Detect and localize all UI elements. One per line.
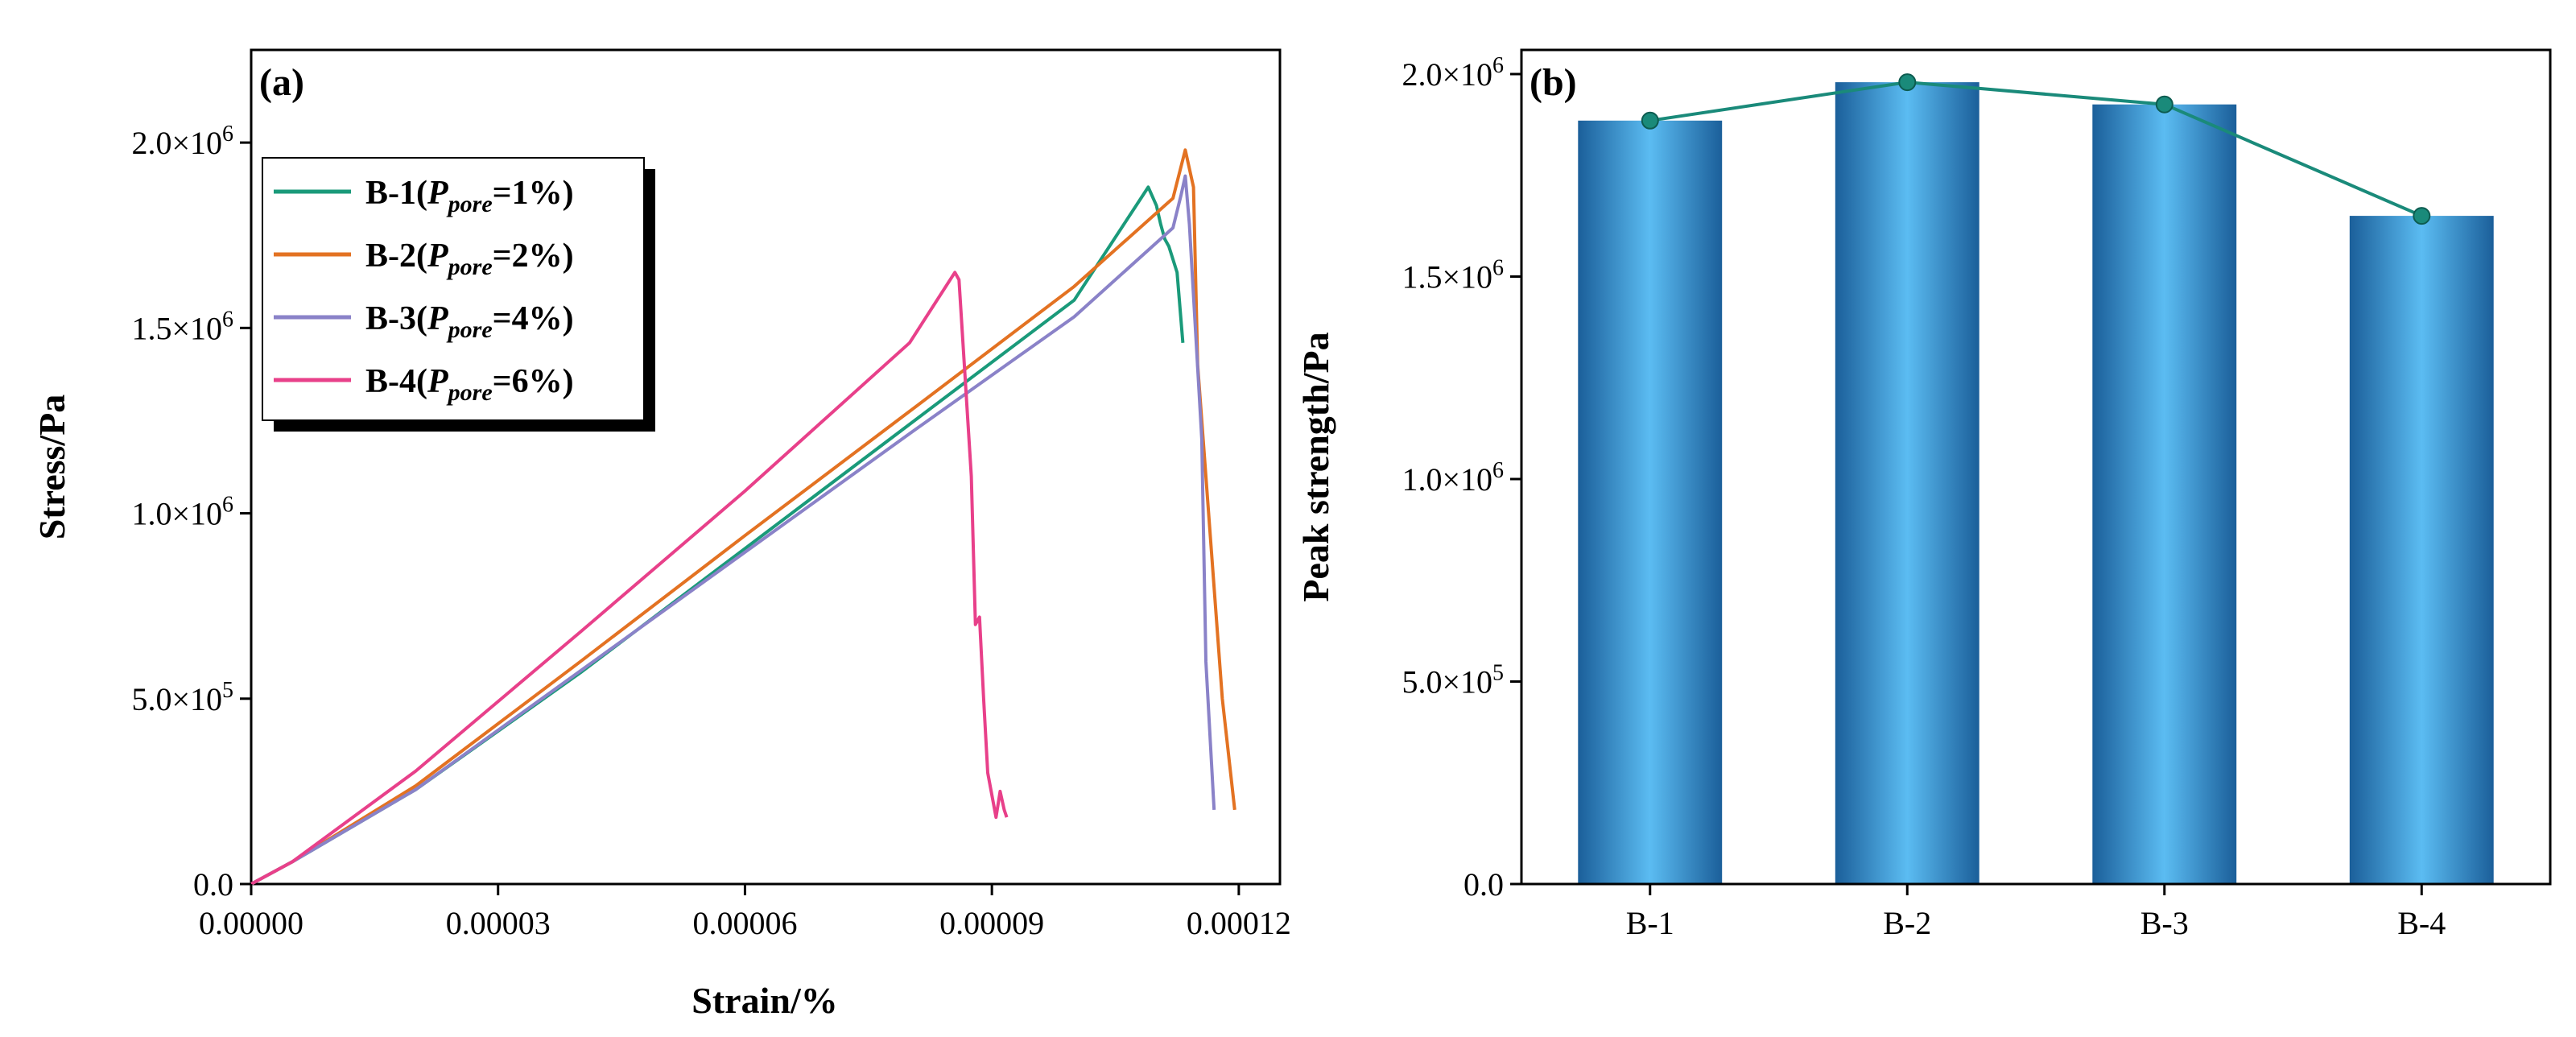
panel-b-bars bbox=[1578, 82, 2494, 885]
panel-a-plot-frame bbox=[250, 48, 1282, 886]
x-tick-label: 0.00012 bbox=[1187, 905, 1291, 941]
panel-a-x-axis-title: Strain/% bbox=[691, 980, 837, 1021]
x-tick-label-b-4: B-4 bbox=[2397, 905, 2446, 941]
panel-b-tag: (b) bbox=[1530, 61, 1577, 104]
panel-a-series-group bbox=[250, 148, 1236, 886]
series-line-b-2 bbox=[250, 148, 1236, 886]
legend-box bbox=[262, 157, 645, 421]
legend-label-b-2: B-2(Ppore=2%) bbox=[365, 238, 574, 280]
bar-b-4 bbox=[2349, 216, 2494, 885]
series-line-b-3 bbox=[250, 174, 1216, 886]
bar-b-3 bbox=[2092, 104, 2237, 884]
panel-a-tag: (a) bbox=[259, 61, 304, 104]
panel-b-bar-chart: (b) B-1 B-2 B-3 B-4 0.0 5.0×105 1.0×106 1.5×10… bbox=[1295, 48, 2552, 941]
y-tick-label: 5.0×105 bbox=[1402, 661, 1504, 700]
panel-b-y-axis-title: Peak strength/Pa bbox=[1295, 332, 1336, 601]
panel-a-x-ticks: 0.00000 0.00003 0.00006 0.00009 0.00012 bbox=[199, 884, 1291, 941]
x-tick-label-b-1: B-1 bbox=[1626, 905, 1674, 941]
peak-point-b-2 bbox=[1898, 73, 1917, 92]
x-tick-label: 0.00000 bbox=[199, 905, 303, 941]
y-tick-label: 5.0×105 bbox=[131, 678, 233, 717]
legend-label-b-1: B-1(Ppore=1%) bbox=[365, 175, 574, 217]
y-tick-label: 2.0×106 bbox=[1402, 53, 1504, 93]
y-tick-label: 1.0×106 bbox=[1402, 458, 1504, 498]
x-tick-label-b-2: B-2 bbox=[1883, 905, 1931, 941]
x-tick-label: 0.00009 bbox=[939, 905, 1044, 941]
panel-a-legend: B-1(Ppore=1%) B-2(Ppore=2%) B-3(Ppore=4%) B… bbox=[262, 157, 655, 432]
panel-b-overlay-line bbox=[1641, 73, 2431, 225]
peak-point-b-3 bbox=[2155, 95, 2174, 114]
panel-b-plot-frame bbox=[1520, 48, 2552, 886]
x-tick-label: 0.00003 bbox=[446, 905, 551, 941]
y-tick-label: 1.0×106 bbox=[131, 493, 233, 532]
y-tick-label: 2.0×106 bbox=[131, 122, 233, 161]
y-tick-label: 0.0 bbox=[1463, 866, 1504, 903]
panel-a-y-ticks: 0.0 5.0×105 1.0×106 1.5×106 2.0×106 bbox=[131, 122, 251, 903]
peak-strength-line bbox=[1649, 81, 2423, 217]
panel-b-x-ticks: B-1 B-2 B-3 B-4 bbox=[1626, 884, 2446, 941]
peak-point-b-1 bbox=[1641, 111, 1659, 130]
bar-b-1 bbox=[1578, 120, 1723, 885]
y-tick-label: 1.5×106 bbox=[1402, 256, 1504, 295]
y-tick-label: 1.5×106 bbox=[131, 307, 233, 346]
panel-a-line-chart: (a) 0.00000 0.00003 0.00006 0.00009 0.00012 … bbox=[31, 48, 1291, 1021]
legend-label-b-4: B-4(Ppore=6%) bbox=[365, 363, 574, 406]
legend-items: B-1(Ppore=1%) B-2(Ppore=2%) B-3(Ppore=4%) B… bbox=[274, 175, 574, 406]
panel-a-y-axis-title: Stress/Pa bbox=[31, 395, 72, 540]
legend-label-b-3: B-3(Ppore=4%) bbox=[365, 300, 574, 343]
peak-point-b-4 bbox=[2413, 207, 2431, 225]
series-line-b-4 bbox=[250, 271, 1009, 886]
panel-b-y-ticks: 0.0 5.0×105 1.0×106 1.5×106 2.0×106 bbox=[1402, 53, 1521, 903]
y-tick-label: 0.0 bbox=[193, 866, 233, 903]
x-tick-label: 0.00006 bbox=[692, 905, 797, 941]
bar-b-2 bbox=[1835, 82, 1979, 885]
x-tick-label-b-3: B-3 bbox=[2140, 905, 2189, 941]
